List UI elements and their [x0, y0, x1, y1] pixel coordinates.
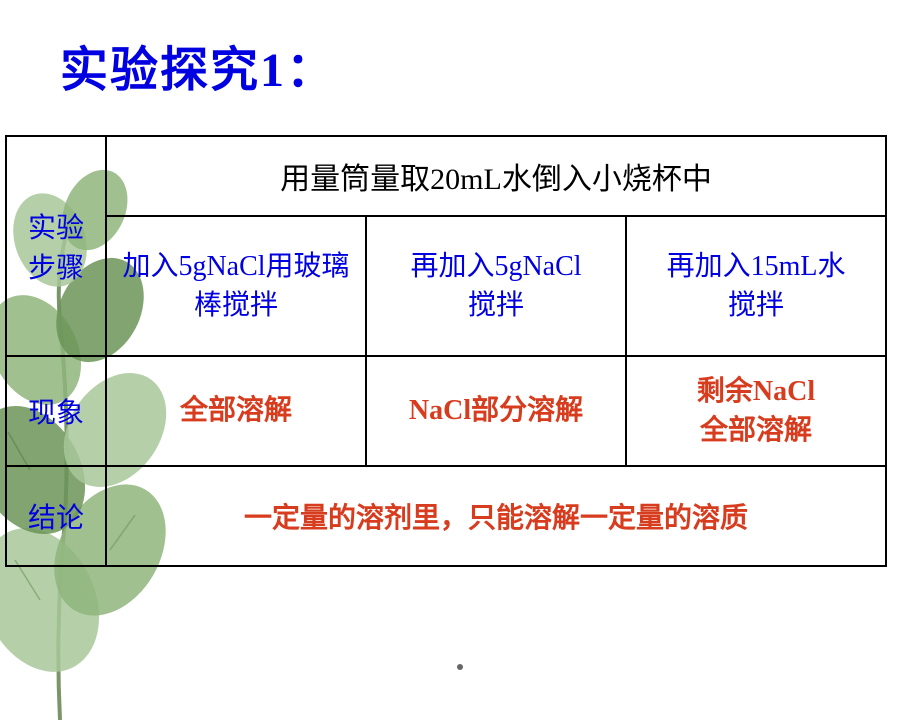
- observation-3: 剩余NaCl 全部溶解: [626, 356, 886, 466]
- table-header-row: 实验 步骤 用量筒量取20mL水倒入小烧杯中: [6, 136, 886, 216]
- observation-1: 全部溶解: [106, 356, 366, 466]
- table-steps-row: 加入5gNaCl用玻璃棒搅拌 再加入5gNaCl 搅拌 再加入15mL水 搅拌: [6, 216, 886, 356]
- observation-label: 现象: [6, 356, 106, 466]
- step-2: 再加入5gNaCl 搅拌: [366, 216, 626, 356]
- table-conclusion-row: 结论 一定量的溶剂里，只能溶解一定量的溶质: [6, 466, 886, 566]
- conclusion-label: 结论: [6, 466, 106, 566]
- table-observation-row: 现象 全部溶解 NaCl部分溶解 剩余NaCl 全部溶解: [6, 356, 886, 466]
- conclusion-text: 一定量的溶剂里，只能溶解一定量的溶质: [106, 466, 886, 566]
- page-indicator-icon: [457, 664, 463, 670]
- header-instruction: 用量筒量取20mL水倒入小烧杯中: [106, 136, 886, 216]
- observation-2: NaCl部分溶解: [366, 356, 626, 466]
- steps-label: 实验 步骤: [6, 136, 106, 356]
- experiment-table: 实验 步骤 用量筒量取20mL水倒入小烧杯中 加入5gNaCl用玻璃棒搅拌 再加…: [5, 135, 887, 567]
- step-3: 再加入15mL水 搅拌: [626, 216, 886, 356]
- page-title: 实验探究1：: [60, 30, 880, 100]
- step-1: 加入5gNaCl用玻璃棒搅拌: [106, 216, 366, 356]
